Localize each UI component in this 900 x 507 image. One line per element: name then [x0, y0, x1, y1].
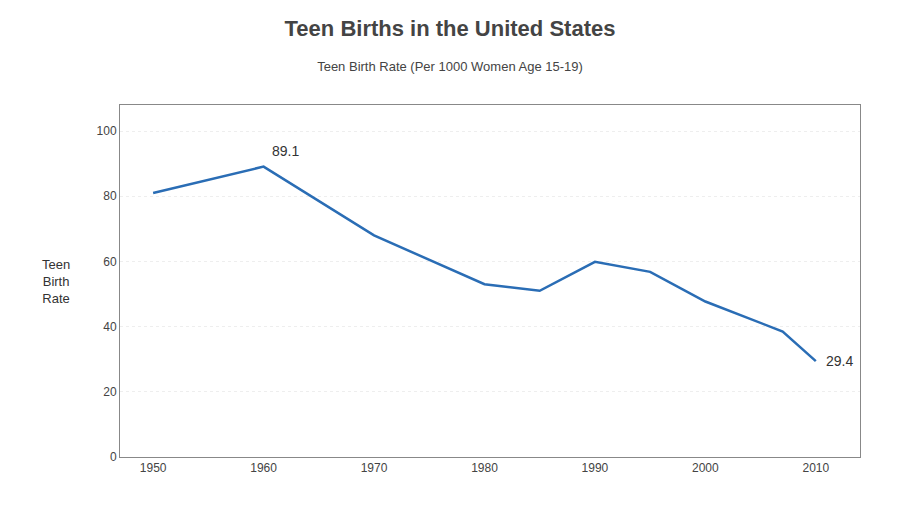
- svg-text:Teen Births in the United Stat: Teen Births in the United States: [285, 16, 616, 41]
- svg-text:40: 40: [103, 320, 117, 334]
- svg-text:1970: 1970: [361, 461, 388, 475]
- svg-text:2010: 2010: [802, 461, 829, 475]
- svg-text:1980: 1980: [471, 461, 498, 475]
- svg-text:80: 80: [103, 189, 117, 203]
- svg-text:100: 100: [97, 124, 117, 138]
- svg-text:1960: 1960: [250, 461, 277, 475]
- svg-text:89.1: 89.1: [272, 143, 299, 159]
- svg-text:2000: 2000: [692, 461, 719, 475]
- svg-text:29.4: 29.4: [826, 353, 853, 369]
- svg-text:TeenBirthRate: TeenBirthRate: [42, 257, 70, 306]
- svg-text:20: 20: [103, 385, 117, 399]
- svg-text:60: 60: [103, 255, 117, 269]
- svg-text:1950: 1950: [140, 461, 167, 475]
- svg-text:1990: 1990: [582, 461, 609, 475]
- svg-text:0: 0: [110, 450, 117, 464]
- svg-text:Teen Birth Rate (Per 1000 Wome: Teen Birth Rate (Per 1000 Women Age 15-1…: [317, 59, 583, 74]
